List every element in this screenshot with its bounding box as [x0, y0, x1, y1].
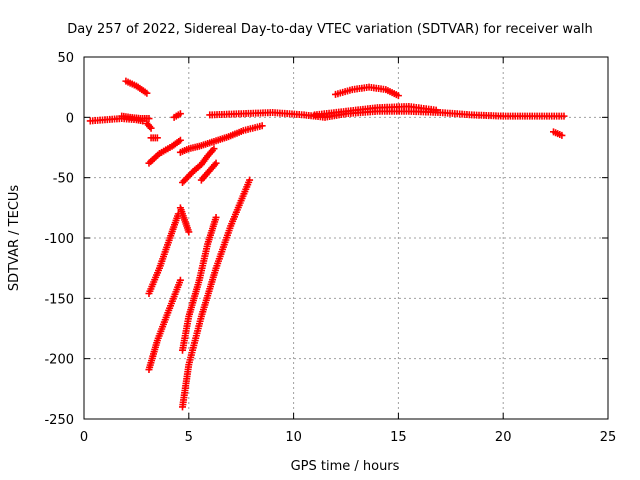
x-tick-label: 0: [80, 430, 88, 445]
y-tick-label: -50: [53, 172, 74, 187]
data-series: [176, 122, 266, 156]
data-series: [145, 276, 184, 374]
data-point: [176, 276, 184, 284]
data-point: [147, 124, 155, 132]
axis-ticks: 0 5 10 15 20 25 -250 -200 -150 -100 -50 0 50: [44, 51, 616, 445]
data-series: [170, 110, 184, 121]
chart-title: Day 257 of 2022, Sidereal Day-to-day VTE…: [67, 22, 593, 37]
data-series: [311, 102, 440, 119]
data-series: [332, 83, 402, 100]
data-series: [179, 213, 220, 354]
x-tick-label: 25: [600, 430, 617, 445]
x-tick-label: 5: [185, 430, 193, 445]
data-point: [176, 110, 184, 118]
data-series: [86, 115, 147, 125]
data-point: [143, 89, 151, 97]
data-series: [143, 119, 155, 132]
x-axis-title: GPS time / hours: [291, 459, 400, 474]
data-points: [86, 77, 568, 411]
data-point: [560, 112, 568, 120]
data-point: [145, 115, 153, 123]
y-tick-label: 0: [66, 111, 74, 126]
y-axis-title: SDTVAR / TECUs: [7, 185, 22, 292]
data-series: [145, 136, 184, 167]
data-series: [179, 145, 218, 186]
data-point: [185, 228, 193, 236]
data-point: [212, 213, 220, 221]
data-series: [118, 112, 153, 123]
y-tick-label: 50: [57, 51, 74, 66]
data-series: [176, 204, 193, 236]
x-tick-label: 15: [390, 430, 407, 445]
data-point: [394, 92, 402, 100]
data-point: [153, 134, 161, 142]
data-series: [145, 210, 182, 298]
data-series: [179, 176, 254, 411]
data-point: [212, 159, 220, 167]
data-point: [258, 122, 266, 130]
data-point: [432, 106, 440, 114]
data-point: [558, 131, 566, 139]
data-series: [147, 134, 161, 142]
data-series: [122, 77, 151, 97]
y-tick-label: -200: [44, 353, 74, 368]
x-tick-label: 10: [285, 430, 302, 445]
y-tick-label: -100: [44, 232, 74, 247]
x-tick-label: 20: [495, 430, 512, 445]
data-series: [197, 159, 220, 184]
data-point: [246, 176, 254, 184]
data-point: [210, 145, 218, 153]
y-tick-label: -150: [44, 292, 74, 307]
data-series: [550, 128, 566, 139]
data-point: [176, 136, 184, 144]
y-tick-label: -250: [44, 413, 74, 428]
